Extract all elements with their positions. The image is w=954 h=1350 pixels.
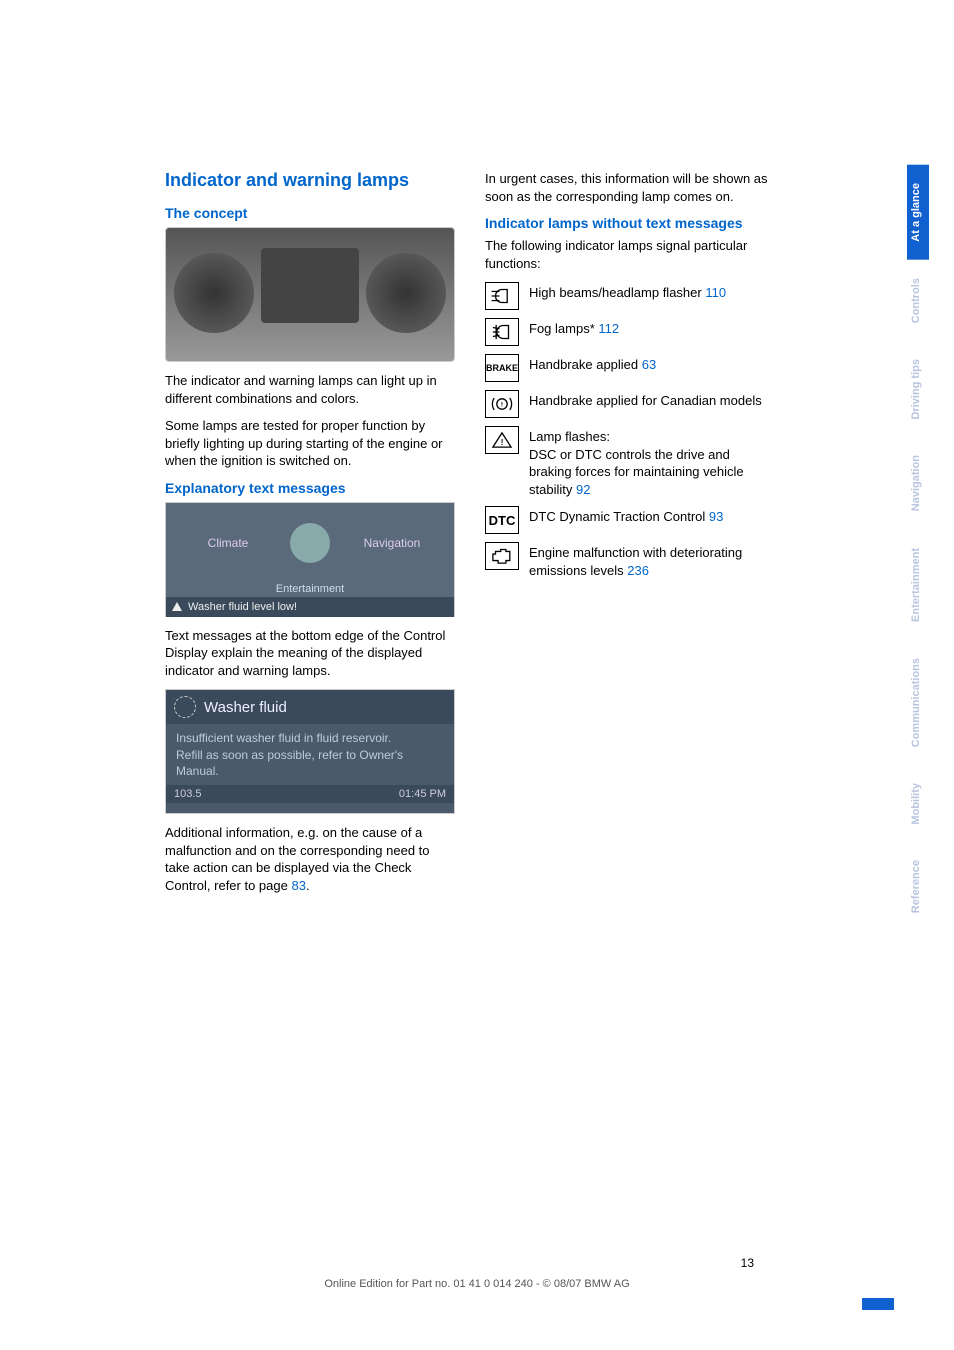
- additional-tail: .: [306, 878, 310, 893]
- washer-foot-right: 01:45 PM: [399, 788, 446, 800]
- svg-text:!: !: [501, 438, 504, 447]
- urgent-intro: In urgent cases, this information will b…: [485, 170, 775, 205]
- nav-left-label: Climate: [166, 536, 290, 550]
- concept-para-2: Some lamps are tested for proper functio…: [165, 417, 455, 470]
- lamp-icon-brake-circ: !: [485, 390, 519, 418]
- washer-line-2: Refill as soon as possible, refer to Own…: [176, 747, 444, 779]
- page-ref-link[interactable]: 110: [705, 285, 726, 300]
- page-bar: [862, 1298, 894, 1310]
- washer-foot-left: 103.5: [174, 788, 202, 800]
- lamp-text: Fog lamps* 112: [529, 318, 775, 338]
- nav-right-label: Navigation: [330, 536, 454, 550]
- page-ref-link[interactable]: 92: [576, 482, 590, 497]
- nav-warning-text: Washer fluid level low!: [188, 601, 297, 613]
- concept-para-1: The indicator and warning lamps can ligh…: [165, 372, 455, 407]
- lamp-icon-fog: [485, 318, 519, 346]
- lamps-heading: Indicator lamps without text messages: [485, 215, 775, 231]
- additional-para: Additional information, e.g. on the caus…: [165, 824, 455, 894]
- explanatory-heading: Explanatory text messages: [165, 480, 455, 496]
- section-title: Indicator and warning lamps: [165, 170, 455, 191]
- lamp-text: Handbrake applied 63: [529, 354, 775, 374]
- nav-bottom-label: Entertainment: [166, 583, 454, 597]
- lamp-row: DTC DTC Dynamic Traction Control 93: [485, 506, 775, 534]
- page-ref-link[interactable]: 236: [627, 563, 649, 578]
- lamp-text: DTC Dynamic Traction Control 93: [529, 506, 775, 526]
- lamp-row: Fog lamps* 112: [485, 318, 775, 346]
- sidebar-tab[interactable]: Communications: [907, 640, 929, 765]
- page-ref-link[interactable]: 112: [598, 321, 619, 336]
- lamp-row: ! Lamp flashes:DSC or DTC controls the dr…: [485, 426, 775, 498]
- concept-heading: The concept: [165, 205, 455, 221]
- sidebar-tab[interactable]: Entertainment: [907, 530, 929, 640]
- sidebar-tab[interactable]: Driving tips: [907, 341, 929, 438]
- page-number: 13: [741, 1256, 754, 1270]
- lamp-icon-tri-excl: !: [485, 426, 519, 454]
- page-ref-83[interactable]: 83: [291, 878, 305, 893]
- washer-title: Washer fluid: [204, 699, 287, 716]
- lamp-icon-engine: [485, 542, 519, 570]
- washer-icon: [174, 696, 196, 718]
- page-ref-link[interactable]: 63: [642, 357, 656, 372]
- lamps-list: High beams/headlamp flasher 110 Fog lamps…: [485, 282, 775, 579]
- washer-line-1: Insufficient washer fluid in fluid reser…: [176, 730, 444, 746]
- nav-display-image: Climate Navigation Entertainment Washer …: [165, 502, 455, 617]
- lamp-text: Engine malfunction with deteriorating em…: [529, 542, 775, 579]
- sidebar-tab[interactable]: Navigation: [907, 437, 929, 529]
- lamp-row: BRAKE Handbrake applied 63: [485, 354, 775, 382]
- dashboard-image: [165, 227, 455, 362]
- sidebar-tab[interactable]: At a glance: [907, 165, 929, 260]
- section-tabs: At a glanceControlsDriving tipsNavigatio…: [907, 165, 929, 932]
- lamp-text: Lamp flashes:DSC or DTC controls the dri…: [529, 426, 775, 498]
- washer-display-image: Washer fluid Insufficient washer fluid i…: [165, 689, 455, 814]
- explanatory-para: Text messages at the bottom edge of the …: [165, 627, 455, 680]
- lamp-row: ! Handbrake applied for Canadian models: [485, 390, 775, 418]
- sidebar-tab[interactable]: Mobility: [907, 765, 929, 843]
- nav-center-icon: [290, 523, 330, 563]
- warning-triangle-icon: [172, 602, 182, 611]
- footer-line: Online Edition for Part no. 01 41 0 014 …: [0, 1278, 954, 1290]
- lamp-row: Engine malfunction with deteriorating em…: [485, 542, 775, 579]
- lamp-text: Handbrake applied for Canadian models: [529, 390, 775, 410]
- lamp-text: High beams/headlamp flasher 110: [529, 282, 775, 302]
- sidebar-tab[interactable]: Controls: [907, 260, 929, 341]
- lamp-icon-highbeam: [485, 282, 519, 310]
- lamps-subintro: The following indicator lamps signal par…: [485, 237, 775, 272]
- svg-text:!: !: [501, 402, 503, 409]
- sidebar-tab[interactable]: Reference: [907, 842, 929, 931]
- page-ref-link[interactable]: 93: [709, 509, 723, 524]
- lamp-icon-DTC: DTC: [485, 506, 519, 534]
- lamp-row: High beams/headlamp flasher 110: [485, 282, 775, 310]
- lamp-icon-BRAKE: BRAKE: [485, 354, 519, 382]
